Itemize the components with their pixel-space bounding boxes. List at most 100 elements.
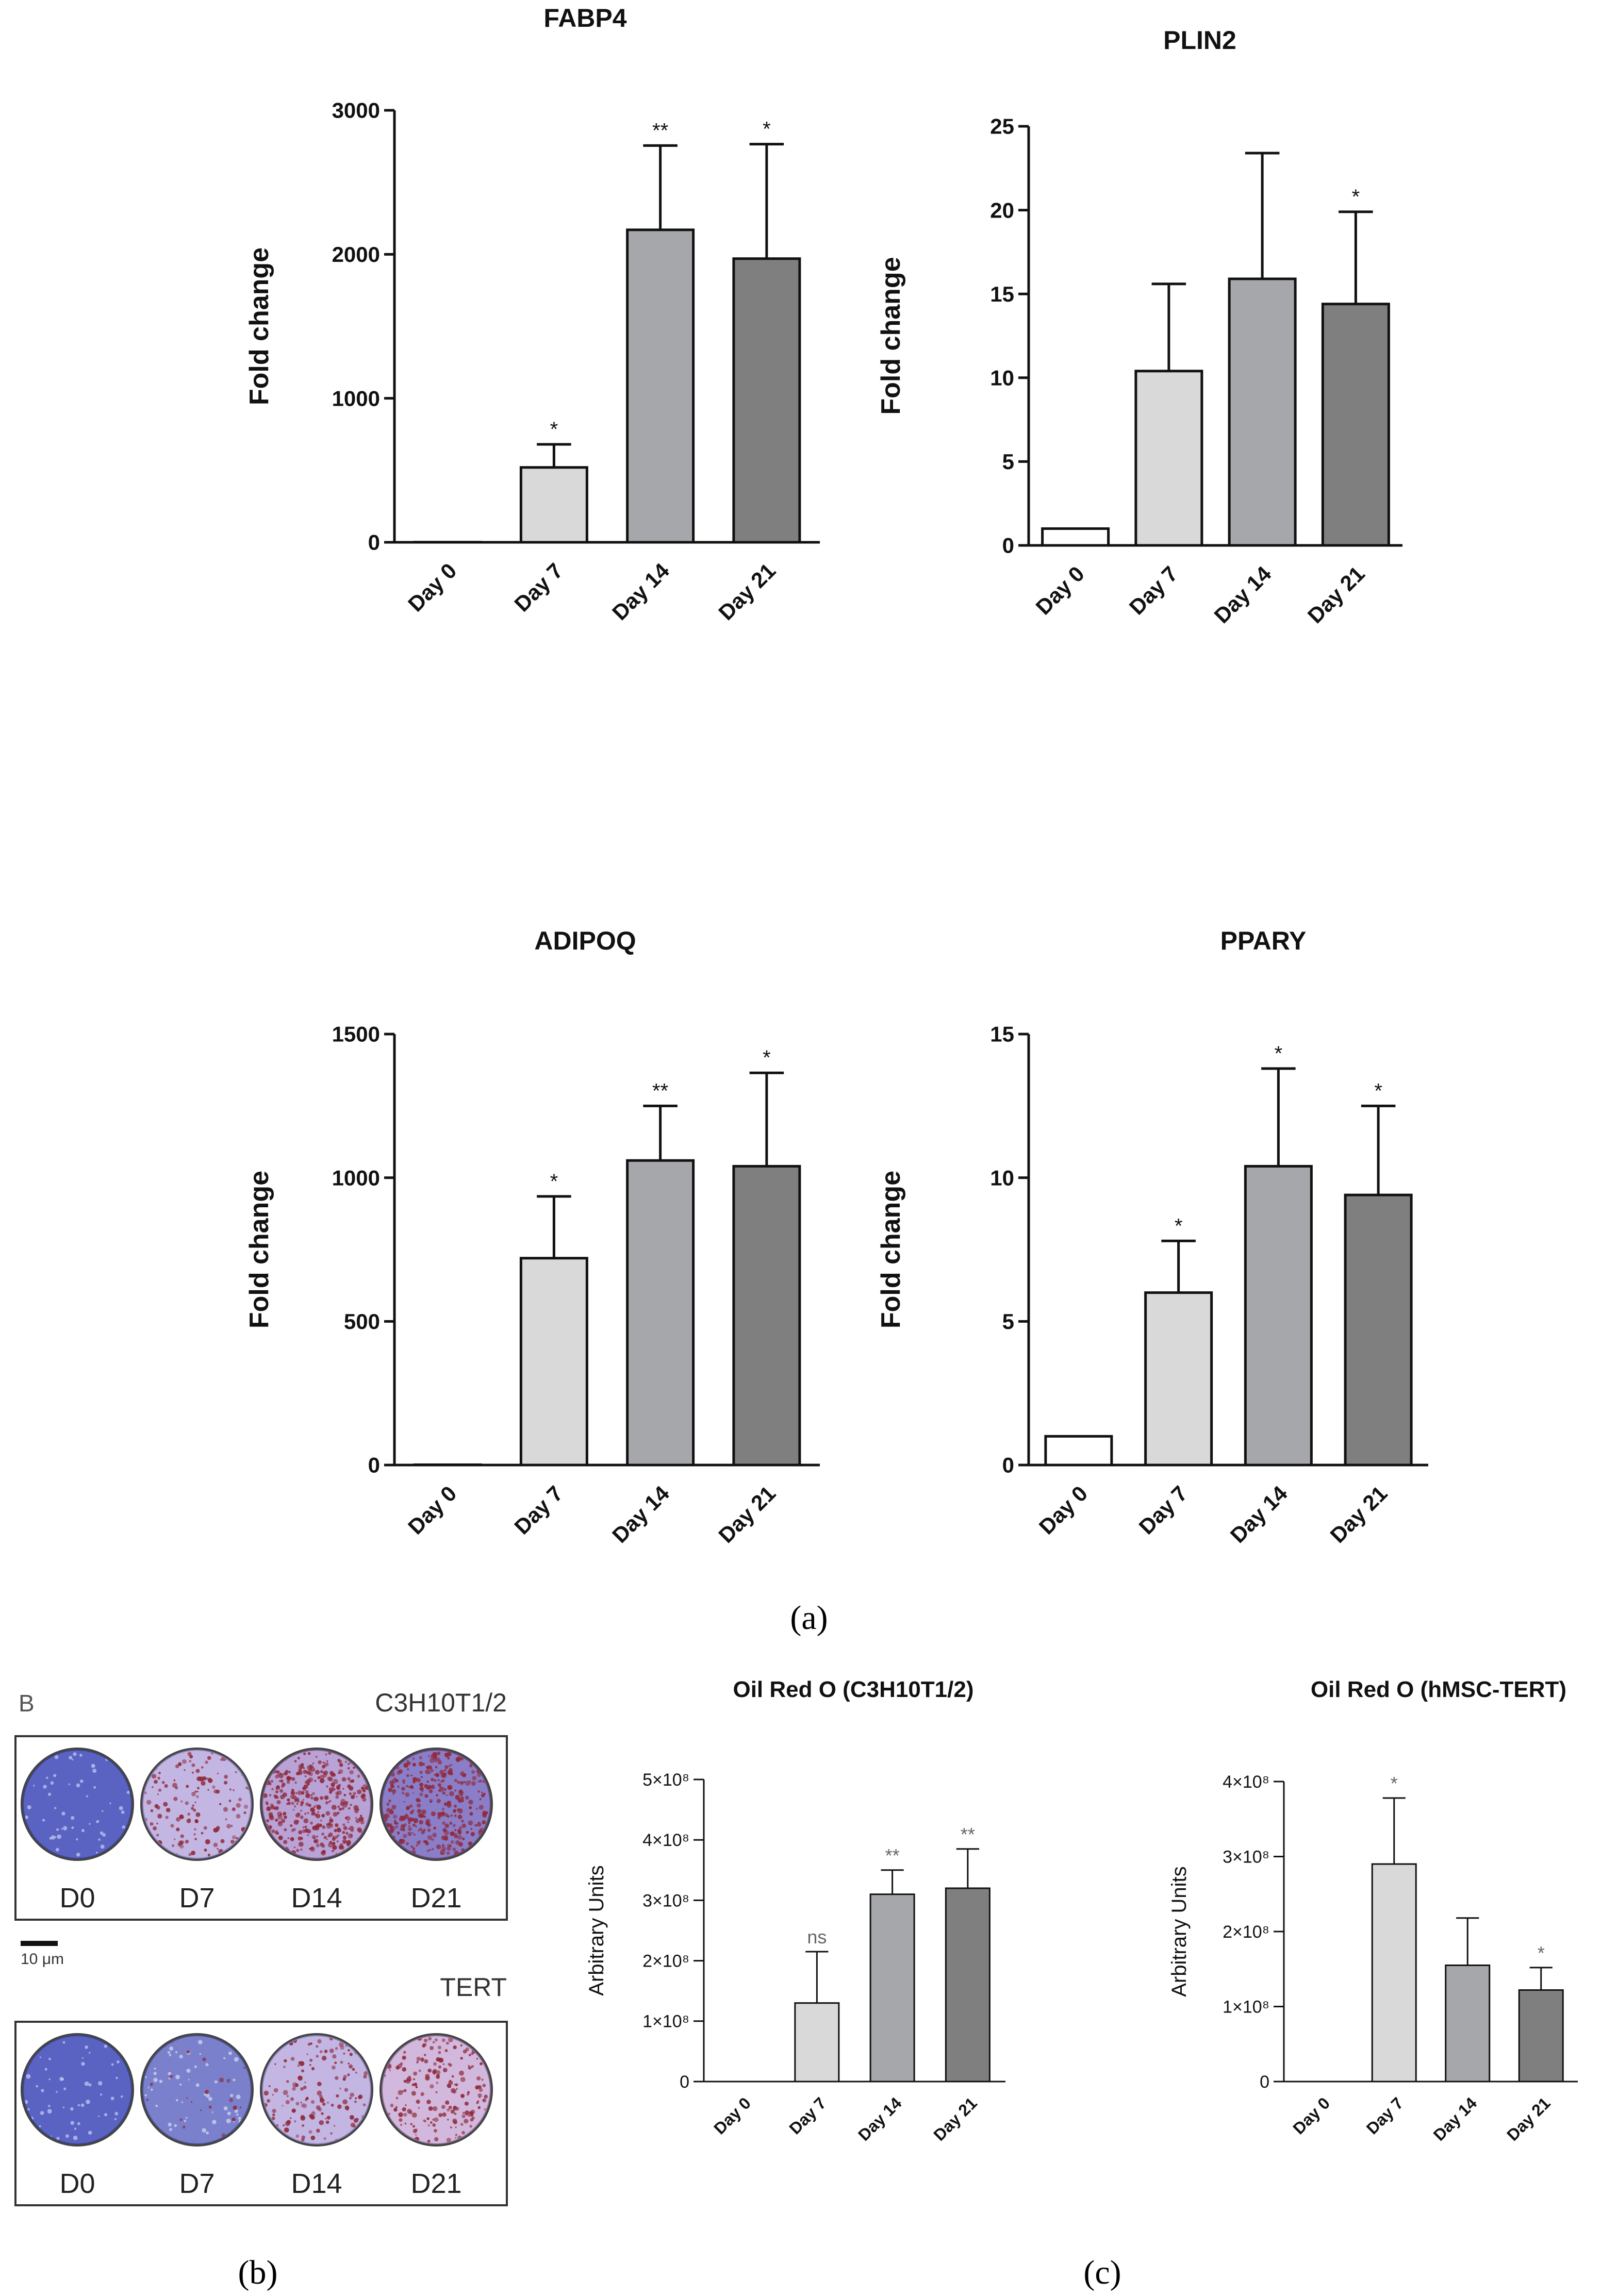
lipid-droplet bbox=[452, 1809, 457, 1813]
stain-speck bbox=[51, 1835, 56, 1840]
lipid-droplet bbox=[182, 1759, 187, 1764]
lipid-droplet bbox=[269, 1825, 272, 1829]
lipid-droplet bbox=[236, 1803, 241, 1808]
stain-speck bbox=[39, 2056, 41, 2058]
lipid-droplet bbox=[471, 2065, 474, 2068]
lipid-droplet bbox=[356, 1795, 358, 1798]
lipid-droplet bbox=[397, 1771, 401, 1775]
lipid-droplet bbox=[295, 2102, 300, 2106]
chart-title: PPARY bbox=[1220, 926, 1307, 955]
lipid-droplet bbox=[310, 1796, 313, 1800]
lipid-droplet bbox=[435, 1766, 438, 1769]
lipid-droplet bbox=[389, 1780, 394, 1785]
lipid-droplet bbox=[393, 2107, 398, 2112]
lipid-droplet bbox=[275, 1770, 278, 1773]
stain-speck bbox=[111, 2063, 114, 2066]
lipid-droplet bbox=[419, 1761, 424, 1767]
y-axis-label: Fold change bbox=[244, 1171, 274, 1328]
lipid-droplet bbox=[461, 1819, 464, 1823]
lipid-droplet bbox=[292, 1827, 296, 1832]
lipid-droplet bbox=[444, 1752, 449, 1758]
lipid-droplet bbox=[301, 2135, 305, 2140]
lipid-droplet bbox=[350, 1804, 352, 1806]
lipid-droplet bbox=[305, 1790, 309, 1794]
lipid-droplet bbox=[195, 1812, 201, 1817]
lipid-droplet bbox=[468, 2054, 471, 2056]
lipid-droplet bbox=[407, 2108, 412, 2114]
lipid-droplet bbox=[321, 1850, 326, 1856]
lipid-droplet bbox=[306, 1779, 311, 1784]
lipid-droplet bbox=[358, 2095, 362, 2100]
lipid-droplet bbox=[393, 1777, 396, 1780]
lipid-droplet bbox=[290, 1837, 294, 1841]
stain-speck bbox=[86, 1795, 88, 1798]
lipid-droplet bbox=[330, 2132, 333, 2135]
lipid-droplet bbox=[401, 1791, 405, 1795]
bar-day-7 bbox=[519, 1257, 588, 1467]
lipid-droplet bbox=[290, 2057, 295, 2061]
caption-a: (a) bbox=[790, 1599, 828, 1637]
lipid-droplet bbox=[309, 2064, 311, 2066]
lipid-droplet bbox=[475, 2085, 480, 2090]
lipid-droplet bbox=[305, 1802, 309, 1806]
lipid-droplet bbox=[448, 2080, 453, 2085]
lipid-droplet bbox=[273, 2088, 278, 2093]
x-tick-label: Day 7 bbox=[1363, 2093, 1407, 2138]
lipid-droplet bbox=[290, 1824, 293, 1827]
lipid-droplet bbox=[344, 1801, 349, 1805]
lipid-droplet bbox=[427, 2124, 430, 2127]
significance-label: * bbox=[1538, 1942, 1545, 1964]
well-stain bbox=[383, 2036, 490, 2143]
stain-speck bbox=[144, 2094, 147, 2097]
lipid-droplet bbox=[173, 1796, 178, 1801]
lipid-droplet bbox=[412, 2128, 417, 2134]
stain-speck bbox=[144, 1791, 147, 1794]
lipid-droplet bbox=[285, 1770, 289, 1774]
lipid-droplet bbox=[444, 2049, 448, 2053]
lipid-droplet bbox=[333, 1811, 338, 1817]
lipid-droplet bbox=[297, 1800, 300, 1803]
stain-speck bbox=[234, 2057, 239, 2062]
lipid-droplet bbox=[401, 1787, 405, 1791]
lipid-droplet bbox=[337, 1829, 340, 1832]
significance-label: * bbox=[1175, 1214, 1183, 1237]
y-tick-label: 3×10⁸ bbox=[1223, 1847, 1269, 1867]
lipid-droplet bbox=[200, 2109, 202, 2111]
lipid-droplet bbox=[296, 1849, 300, 1852]
stain-speck bbox=[153, 2077, 158, 2083]
lipid-droplet bbox=[406, 1806, 409, 1810]
lipid-droplet bbox=[191, 1791, 196, 1796]
lipid-droplet bbox=[411, 2112, 417, 2118]
x-tick-label: Day 14 bbox=[1430, 2093, 1481, 2144]
significance-label: * bbox=[1374, 1079, 1382, 1102]
lipid-droplet bbox=[290, 2117, 292, 2119]
lipid-droplet bbox=[418, 1840, 421, 1843]
lipid-droplet bbox=[321, 2112, 324, 2116]
lipid-droplet bbox=[276, 1785, 280, 1788]
stain-speck bbox=[168, 2072, 172, 2075]
lipid-droplet bbox=[317, 1811, 319, 1813]
lipid-droplet bbox=[349, 2097, 352, 2100]
x-tick-label: Day 21 bbox=[930, 2093, 980, 2144]
lipid-droplet bbox=[191, 1763, 195, 1767]
lipid-droplet bbox=[457, 1781, 460, 1784]
lipid-droplet bbox=[325, 1811, 331, 1816]
lipid-droplet bbox=[315, 1770, 320, 1775]
stain-speck bbox=[73, 2135, 78, 2140]
stain-speck bbox=[50, 1781, 54, 1785]
lipid-droplet bbox=[412, 1762, 416, 1767]
stain-speck bbox=[61, 1828, 63, 1830]
lipid-droplet bbox=[185, 1839, 189, 1844]
stain-speck bbox=[226, 2118, 231, 2123]
lipid-droplet bbox=[347, 1777, 351, 1781]
lipid-droplet bbox=[304, 1825, 307, 1828]
lipid-droplet bbox=[434, 1774, 436, 1776]
stain-speck bbox=[109, 1802, 111, 1805]
lipid-droplet bbox=[474, 1824, 477, 1827]
lipid-droplet bbox=[459, 1772, 464, 1776]
chart-title: Oil Red O (C3H10T1/2) bbox=[733, 1677, 973, 1702]
lipid-droplet bbox=[310, 1846, 314, 1850]
stain-speck bbox=[159, 2079, 163, 2083]
adipoq-chart: ADIPOQ Fold change 0 500 1000 1500 Day 0 * Day 7… bbox=[244, 926, 820, 1548]
lipid-droplet bbox=[294, 1760, 297, 1762]
